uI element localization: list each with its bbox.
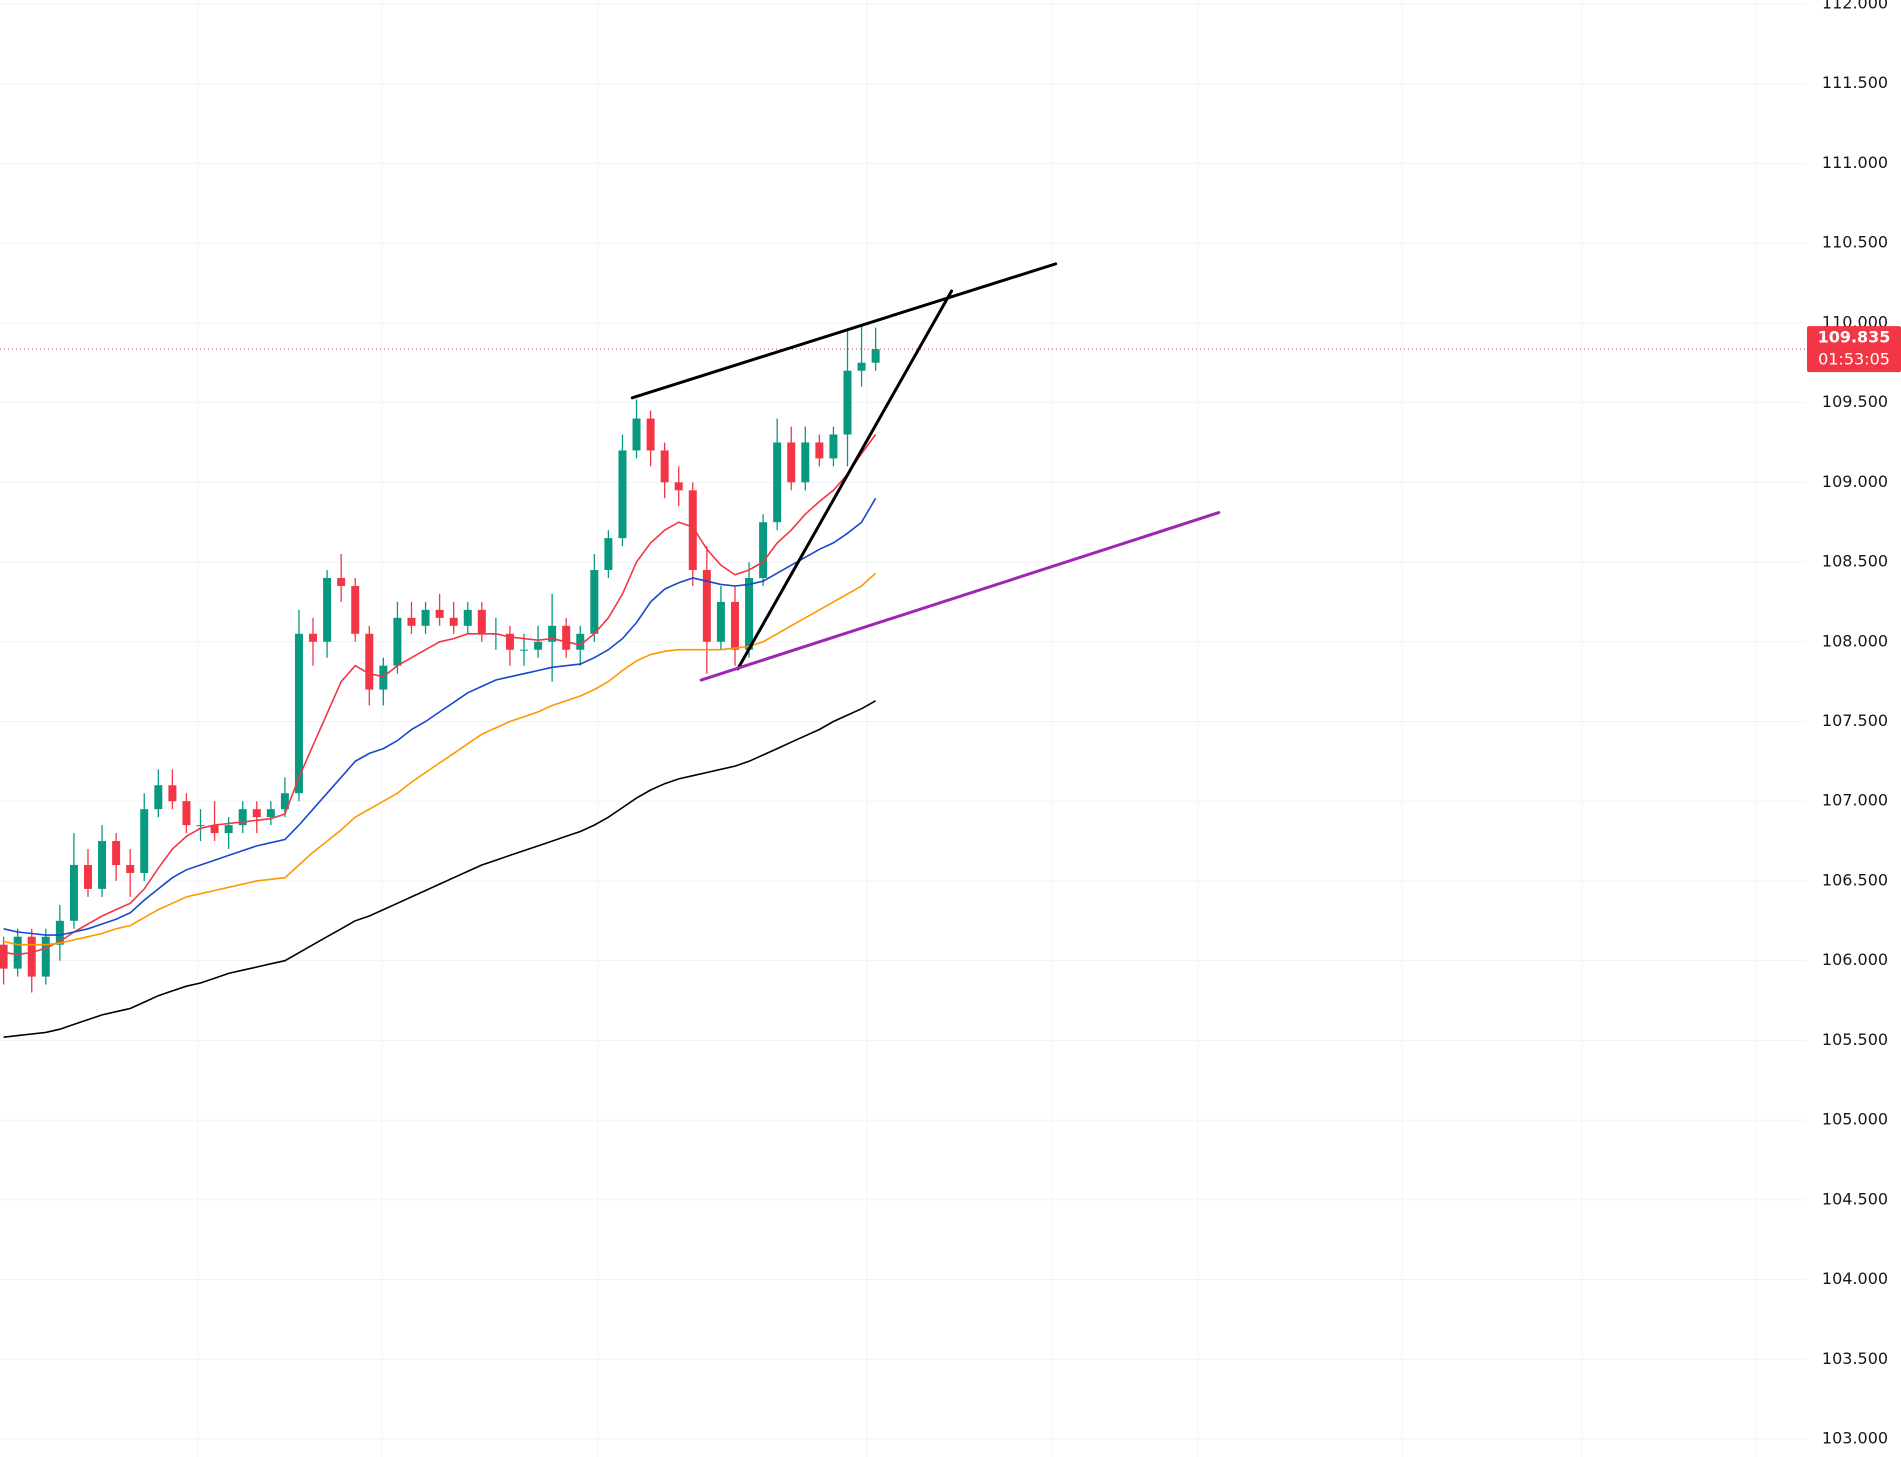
candle-body (730, 601, 739, 650)
y-tick-label: 106.500 (1822, 870, 1888, 889)
y-tick-label: 103.500 (1822, 1349, 1888, 1368)
candle-body (702, 570, 711, 642)
candle-body (773, 442, 782, 523)
y-tick-label: 106.000 (1822, 950, 1888, 969)
candle-body (463, 609, 472, 626)
candle-body (590, 570, 599, 634)
y-tick-label: 110.500 (1822, 233, 1888, 252)
candle-body (745, 577, 754, 650)
candle-body (477, 609, 486, 634)
candle-body (323, 577, 332, 642)
price-label-box (1807, 326, 1901, 373)
candle-body (280, 793, 289, 810)
candle-body (801, 442, 810, 483)
y-tick-label: 104.000 (1822, 1269, 1888, 1288)
ma-line (3, 497, 877, 936)
candle-body (435, 609, 444, 618)
candle-body (548, 625, 557, 642)
price-label: 109.835 (1818, 328, 1891, 347)
y-tick-label: 108.500 (1822, 552, 1888, 571)
candle-body (83, 864, 92, 889)
candle-body (871, 349, 880, 363)
y-tick-label: 107.000 (1822, 791, 1888, 810)
trendline (699, 511, 1221, 682)
candle-body (716, 601, 725, 642)
candle-body (266, 809, 275, 818)
ma-line (3, 700, 876, 1038)
candle-body (55, 920, 64, 945)
ma-line (3, 434, 877, 956)
y-tick-label: 108.000 (1822, 631, 1888, 650)
candle-body (829, 434, 838, 459)
candle-body (351, 585, 360, 634)
candle-body (168, 785, 177, 802)
y-tick-label: 103.000 (1822, 1428, 1888, 1447)
candle-body (294, 633, 303, 794)
candle-body (140, 809, 149, 873)
candle-body (69, 864, 78, 921)
y-tick-label: 111.500 (1822, 73, 1888, 92)
candle-body (27, 936, 36, 977)
candle-body (688, 490, 697, 571)
candle-body (393, 617, 402, 666)
candle-body (674, 482, 683, 491)
candle-body (252, 809, 261, 818)
candle-body (365, 633, 374, 690)
y-tick-label: 104.500 (1822, 1189, 1888, 1208)
candle-body (41, 936, 50, 977)
candle-body (618, 450, 627, 539)
candle-body (196, 825, 205, 827)
candle-body (787, 442, 796, 483)
candle-body (421, 609, 430, 626)
candle-body (843, 370, 852, 435)
candle-body (815, 442, 824, 459)
candle-body (112, 841, 121, 865)
y-tick-label: 107.500 (1822, 711, 1888, 730)
candle-body (534, 641, 543, 650)
candle-body (0, 944, 8, 969)
candle-body (407, 617, 416, 626)
y-tick-label: 111.000 (1822, 153, 1888, 172)
candle-body (562, 625, 571, 650)
candle-body (224, 825, 233, 834)
y-tick-label: 105.500 (1822, 1030, 1888, 1049)
ma-line (3, 572, 877, 946)
candle-body (505, 633, 514, 650)
y-tick-label: 109.000 (1822, 472, 1888, 491)
candle-body (759, 522, 768, 578)
y-tick-label: 105.000 (1822, 1110, 1888, 1129)
y-tick-label: 109.500 (1822, 392, 1888, 411)
candle-body (857, 362, 866, 371)
candle-body (520, 649, 529, 651)
candle-body (576, 633, 585, 650)
candle-body (182, 801, 191, 826)
candle-body (646, 418, 655, 451)
candle-body (13, 936, 22, 969)
countdown-label: 01:53:05 (1818, 350, 1890, 369)
candle-body (98, 841, 107, 889)
candle-body (154, 785, 163, 810)
candle-body (337, 577, 346, 586)
candle-body (238, 809, 247, 826)
candle-body (126, 864, 135, 873)
candle-body (632, 418, 641, 451)
candle-body (210, 825, 219, 834)
candle-body (449, 617, 458, 626)
candle-body (604, 538, 613, 571)
trendline (630, 262, 1058, 400)
y-tick-label: 112.000 (1822, 0, 1888, 12)
candle-body (379, 665, 388, 690)
trendline (736, 289, 954, 671)
candle-body (660, 450, 669, 483)
candle-body (309, 633, 318, 642)
